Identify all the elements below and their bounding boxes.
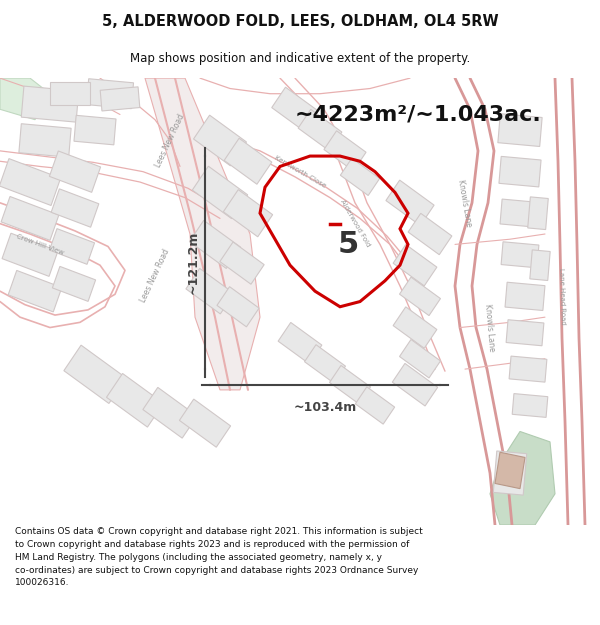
- Polygon shape: [506, 320, 544, 346]
- Polygon shape: [305, 344, 346, 383]
- Polygon shape: [512, 394, 548, 418]
- Polygon shape: [190, 221, 241, 269]
- Polygon shape: [495, 452, 525, 489]
- Polygon shape: [223, 189, 272, 237]
- Text: Contains OS data © Crown copyright and database right 2021. This information is : Contains OS data © Crown copyright and d…: [15, 527, 423, 588]
- Polygon shape: [224, 138, 272, 184]
- Polygon shape: [8, 271, 62, 312]
- Text: ~4223m²/~1.043ac.: ~4223m²/~1.043ac.: [295, 104, 542, 124]
- Polygon shape: [272, 87, 318, 131]
- Polygon shape: [329, 366, 370, 404]
- Polygon shape: [393, 244, 437, 286]
- Polygon shape: [0, 78, 50, 120]
- Polygon shape: [528, 197, 548, 229]
- Polygon shape: [106, 374, 164, 427]
- Polygon shape: [493, 451, 527, 495]
- Polygon shape: [408, 213, 452, 255]
- Polygon shape: [386, 180, 434, 226]
- Polygon shape: [400, 339, 440, 378]
- Polygon shape: [392, 363, 437, 406]
- Polygon shape: [505, 282, 545, 311]
- Polygon shape: [50, 82, 90, 105]
- Polygon shape: [2, 233, 58, 276]
- Text: Knowls Lane: Knowls Lane: [457, 179, 473, 227]
- Polygon shape: [143, 388, 197, 438]
- Polygon shape: [355, 387, 395, 424]
- Polygon shape: [530, 250, 550, 281]
- Polygon shape: [217, 287, 259, 327]
- Polygon shape: [100, 87, 140, 111]
- Polygon shape: [49, 229, 95, 264]
- Polygon shape: [64, 345, 126, 404]
- Polygon shape: [19, 124, 71, 158]
- Polygon shape: [74, 116, 116, 145]
- Polygon shape: [1, 196, 59, 241]
- Polygon shape: [490, 431, 555, 525]
- Text: ~121.2m: ~121.2m: [187, 231, 199, 294]
- Text: ~103.4m: ~103.4m: [293, 401, 356, 414]
- Polygon shape: [186, 268, 234, 314]
- Text: Crow Hill View: Crow Hill View: [16, 233, 64, 256]
- Polygon shape: [52, 266, 95, 301]
- Text: Kenilworth Close: Kenilworth Close: [274, 154, 326, 189]
- Polygon shape: [194, 115, 247, 166]
- Polygon shape: [393, 307, 437, 348]
- Polygon shape: [145, 78, 260, 390]
- Text: Knowls Lane: Knowls Lane: [484, 303, 497, 352]
- Polygon shape: [0, 159, 61, 206]
- Text: Map shows position and indicative extent of the property.: Map shows position and indicative extent…: [130, 52, 470, 65]
- Polygon shape: [501, 242, 539, 268]
- Text: Lees New Road: Lees New Road: [139, 248, 172, 304]
- Text: Lees New Road: Lees New Road: [154, 112, 187, 169]
- Polygon shape: [340, 158, 380, 196]
- Text: 5, ALDERWOOD FOLD, LEES, OLDHAM, OL4 5RW: 5, ALDERWOOD FOLD, LEES, OLDHAM, OL4 5RW: [101, 14, 499, 29]
- Text: Alderwood Fold: Alderwood Fold: [339, 199, 371, 248]
- Polygon shape: [278, 322, 322, 364]
- Polygon shape: [193, 166, 248, 219]
- Polygon shape: [21, 86, 79, 122]
- Polygon shape: [298, 109, 342, 151]
- Polygon shape: [324, 131, 366, 171]
- Polygon shape: [498, 114, 542, 146]
- Polygon shape: [51, 189, 99, 228]
- Polygon shape: [400, 277, 440, 316]
- Polygon shape: [220, 242, 264, 284]
- Polygon shape: [500, 199, 540, 228]
- Text: 5: 5: [337, 230, 359, 259]
- Text: Lane Head Road: Lane Head Road: [558, 268, 566, 325]
- Polygon shape: [179, 399, 230, 448]
- Polygon shape: [509, 356, 547, 382]
- Polygon shape: [49, 151, 101, 192]
- Polygon shape: [86, 79, 134, 109]
- Polygon shape: [499, 156, 541, 187]
